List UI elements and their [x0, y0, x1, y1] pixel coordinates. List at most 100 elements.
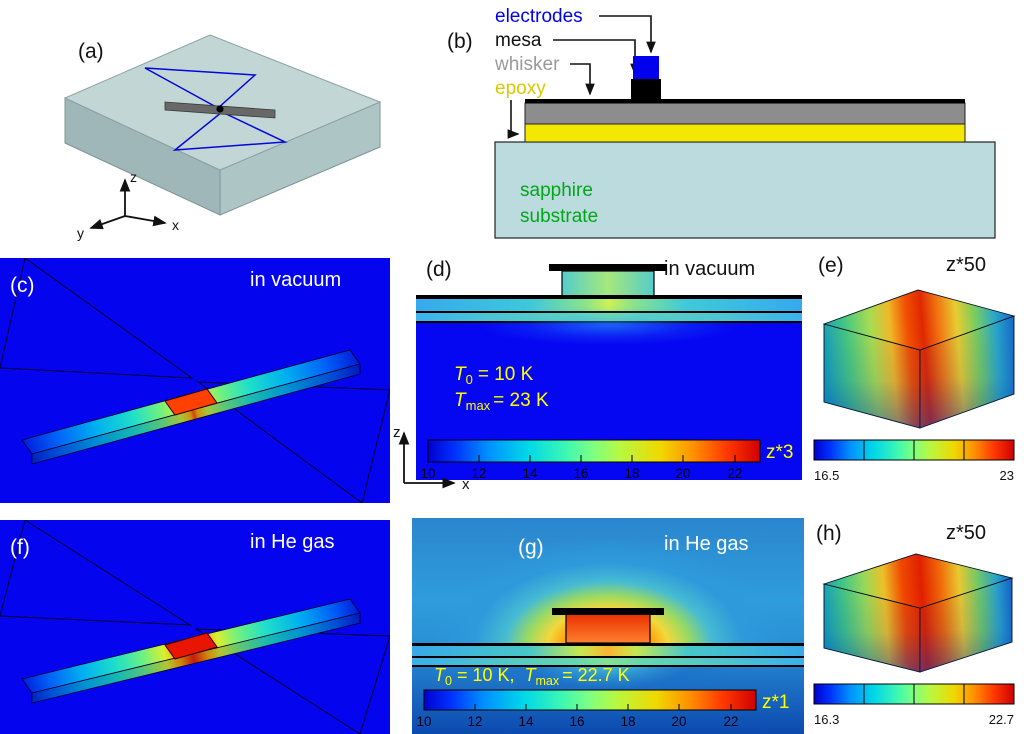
colorbar-h-dividers	[863, 684, 965, 704]
panel-c-label: (c)	[10, 274, 35, 297]
mesa-dot	[216, 105, 224, 113]
t0-value: = 10 K	[478, 364, 534, 385]
panel-g-label: (g)	[518, 536, 544, 559]
callout-mesa-label: mesa	[495, 30, 542, 51]
tick-label: 16	[569, 714, 584, 729]
panel-h-colorbar: 16.3 22.7	[813, 683, 1015, 727]
electrode-block	[633, 56, 659, 79]
panel-h-label: (h)	[816, 522, 842, 545]
substrate-top-face	[63, 34, 382, 171]
callout-electrodes-label: electrodes	[495, 6, 583, 27]
layer-line-1	[412, 656, 804, 658]
tmax-value: = 22.7 K	[562, 665, 630, 685]
tick-label: 16	[573, 466, 588, 480]
axis-label-x: x	[462, 476, 470, 493]
panel-g: (g) in He gas T0 = 10 K, Tmax = 22.7 K 10 1…	[412, 518, 804, 734]
mesa-electrode-bar	[549, 264, 667, 271]
panel-f: (f) in He gas	[0, 520, 390, 734]
tick-label: 22	[723, 714, 738, 729]
electrode-film	[525, 99, 965, 104]
axis-label-x: x	[172, 217, 179, 233]
block-front-right-shade	[920, 316, 1014, 428]
colorbar-h-max: 22.7	[989, 712, 1014, 727]
whisker-front-shade	[32, 364, 360, 464]
bowtie-antenna-lower	[172, 111, 288, 151]
panel-g-title: in He gas	[664, 533, 749, 555]
whisker-layer-heatmap	[412, 646, 804, 656]
t0-symbol: T	[434, 665, 447, 685]
panel-b: (b) electrodes mesa whisker epoxy sapphi…	[447, 6, 996, 239]
y-axis-arrow	[89, 215, 126, 230]
whisker-layer	[524, 102, 966, 125]
callout-whisker-arrow	[570, 63, 595, 96]
whisker-heatmap-front	[31, 612, 361, 704]
colorbar-e-min: 16.5	[814, 468, 839, 483]
substrate-text-line2: substrate	[520, 206, 598, 227]
tmax-symbol: T	[454, 390, 467, 411]
tmax-symbol: T	[525, 665, 538, 685]
zoom-factor-d: z*3	[766, 442, 793, 463]
panel-f-label: (f)	[10, 536, 30, 559]
colorbar-e-dividers	[863, 440, 965, 460]
block-front-left-shade	[824, 584, 920, 672]
mesa-hotspot	[164, 388, 218, 416]
panel-e-label: (e)	[818, 254, 844, 277]
colorbar-d-tick-labels: 10 12 14 16 18 20 22	[420, 466, 742, 480]
tick-label: 14	[522, 466, 538, 480]
mesa-cross-section	[561, 270, 655, 298]
whisker-heatmap-front	[31, 363, 361, 465]
block-front-right-shade	[920, 578, 1012, 672]
panel-e-colorbar: 16.5 23	[813, 439, 1015, 483]
tick-label: 20	[675, 466, 690, 480]
mesa-electrode-bar	[552, 608, 664, 615]
substrate-text-line1: sapphire	[520, 180, 593, 201]
t0-subscript: 0	[466, 372, 473, 387]
panel-h-zoom: z*50	[946, 522, 987, 544]
epoxy-layer	[524, 123, 966, 143]
colorbar-e-max: 23	[1000, 468, 1014, 483]
substrate-warm-glow	[479, 305, 739, 345]
tmax-subscript: max	[536, 674, 560, 688]
callout-whisker-label: whisker	[494, 54, 560, 75]
axis-label-z: z	[393, 424, 401, 441]
colorbar-h-min: 16.3	[814, 712, 839, 727]
callout-mesa-arrow	[553, 39, 640, 76]
colorbar-d	[427, 439, 761, 463]
bowtie-outline-left	[0, 258, 194, 379]
panel-e-block	[822, 289, 1016, 429]
tmax-value: = 23 K	[493, 390, 549, 411]
mesa-hotspot	[164, 632, 218, 660]
panel-h-block	[822, 553, 1014, 673]
gas-heat-plume	[412, 518, 804, 643]
t0-symbol: T	[454, 364, 467, 385]
panel-f-title: in He gas	[250, 531, 335, 553]
panel-b-label: (b)	[447, 30, 473, 53]
t0-value: = 10 K,	[457, 665, 515, 685]
colorbar-g	[423, 689, 757, 711]
bowtie-outline-left	[0, 520, 192, 626]
panel-d-axes: z x	[393, 424, 470, 493]
substrate-3d	[63, 34, 382, 216]
block-front-left-shade	[824, 324, 920, 428]
tick-label: 22	[727, 466, 742, 480]
temp-tmax-text: Tmax = 23 K	[454, 390, 549, 413]
bowtie-antenna-upper	[144, 67, 257, 109]
tick-label: 18	[624, 466, 639, 480]
panel-c-title: in vacuum	[250, 269, 341, 291]
callout-epoxy-label: epoxy	[495, 78, 546, 99]
axis-label-z: z	[130, 169, 137, 185]
panel-c: (c) in vacuum	[0, 258, 390, 503]
axis-label-y: y	[77, 225, 84, 241]
mesa-block	[631, 79, 661, 99]
callout-electrodes-arrow	[599, 15, 656, 54]
layer-line-2	[412, 665, 804, 667]
block-top-face	[822, 553, 1014, 609]
callout-epoxy-arrow	[507, 100, 520, 139]
panel-e-zoom: z*50	[946, 254, 987, 276]
tick-label: 10	[416, 714, 431, 729]
t0-subscript: 0	[445, 674, 452, 688]
panel-d-plot: T0 = 10 K Tmax = 23 K 10 12 14 16 18 20 22…	[416, 264, 802, 480]
temp-t0-text: T0 = 10 K	[454, 364, 534, 387]
tick-label: 10	[420, 466, 435, 480]
